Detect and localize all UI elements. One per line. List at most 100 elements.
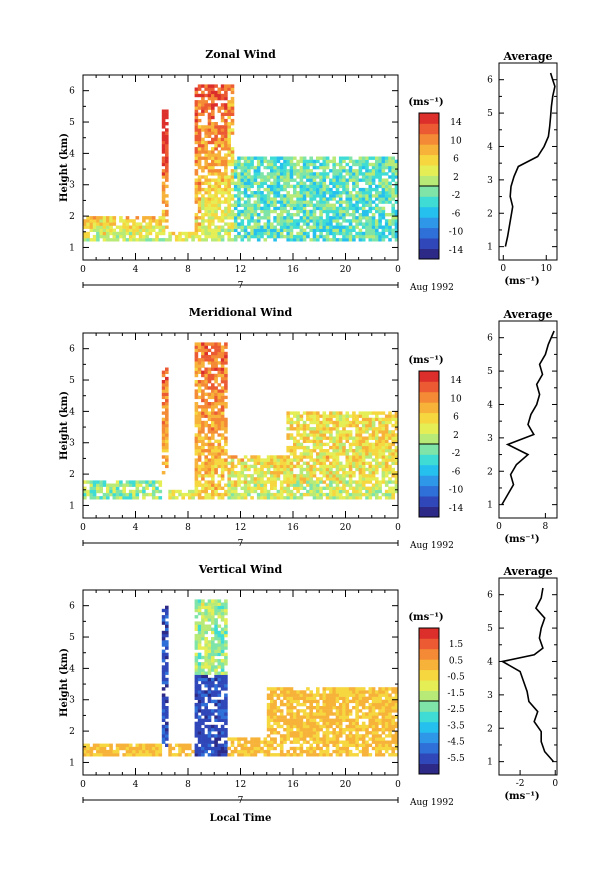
heatmap-cell xyxy=(335,191,340,195)
heatmap-cell xyxy=(217,709,222,713)
heatmap-cell xyxy=(348,449,353,453)
heatmap-cell xyxy=(211,659,215,663)
heatmap-cell xyxy=(335,718,340,722)
heatmap-cell xyxy=(306,706,310,710)
heatmap-cell xyxy=(99,749,103,754)
heatmap-cell xyxy=(214,633,218,638)
heatmap-cell xyxy=(214,665,218,669)
heatmap-cell xyxy=(345,430,350,434)
heatmap-cell xyxy=(394,417,399,422)
heatmap-cell xyxy=(286,699,290,704)
heatmap-cell xyxy=(224,749,228,754)
heatmap-cell xyxy=(299,471,304,475)
heatmap-cell xyxy=(352,740,356,744)
heatmap-cell xyxy=(332,740,336,744)
heatmap-cell xyxy=(197,693,202,697)
heatmap-cell xyxy=(145,743,149,747)
heatmap-cell xyxy=(220,373,225,378)
heatmap-cell xyxy=(197,112,202,116)
heatmap-cell xyxy=(211,637,215,641)
heatmap-cell xyxy=(279,693,284,697)
heatmap-cell xyxy=(181,746,185,751)
heatmap-cell xyxy=(335,439,340,443)
heatmap-cell xyxy=(266,715,271,719)
heatmap-cell xyxy=(197,225,202,229)
heatmap-cell xyxy=(375,184,379,189)
heatmap-cell xyxy=(299,159,304,164)
heatmap-cell xyxy=(388,489,392,494)
heatmap-cell xyxy=(194,354,199,359)
heatmap-cell xyxy=(352,417,356,422)
heatmap-cell xyxy=(224,483,228,487)
heatmap-cell xyxy=(329,687,333,691)
heatmap-cell xyxy=(266,740,271,744)
heatmap-cell xyxy=(309,458,313,462)
heatmap-cell xyxy=(319,231,323,236)
heatmap-cell xyxy=(319,477,323,481)
heatmap-cell xyxy=(194,677,199,682)
heatmap-cell xyxy=(214,492,218,497)
heatmap-cell xyxy=(289,690,294,694)
heatmap-cell xyxy=(256,740,261,744)
heatmap-cell xyxy=(227,222,231,226)
heatmap-cell xyxy=(220,436,225,440)
heatmap-cell xyxy=(342,743,346,747)
heatmap-cell xyxy=(102,219,107,223)
heatmap-cell xyxy=(207,430,212,434)
heatmap-cell xyxy=(214,677,218,682)
heatmap-cell xyxy=(270,474,274,478)
heatmap-cell xyxy=(211,630,215,635)
heatmap-cell xyxy=(279,231,284,236)
heatmap-cell xyxy=(165,109,169,113)
heatmap-cell xyxy=(329,690,333,694)
heatmap-cell xyxy=(338,693,343,697)
heatmap-cell xyxy=(201,674,205,679)
profile-y-tick-label: 5 xyxy=(487,367,493,377)
heatmap-cell xyxy=(325,414,330,418)
heatmap-cell xyxy=(266,225,271,229)
heatmap-cell xyxy=(322,461,327,465)
heatmap-cell xyxy=(293,191,297,195)
heatmap-cell xyxy=(378,216,382,220)
heatmap-cell xyxy=(230,225,235,229)
heatmap-cell xyxy=(266,231,271,236)
heatmap-cell xyxy=(165,420,169,425)
heatmap-cell xyxy=(201,637,205,641)
heatmap-cell xyxy=(243,191,248,195)
heatmap-cell xyxy=(329,203,333,207)
heatmap-cell xyxy=(355,740,359,744)
heatmap-cell xyxy=(296,715,300,719)
heatmap-cell xyxy=(207,474,212,478)
heatmap-cell xyxy=(342,731,346,735)
heatmap-cell xyxy=(319,423,323,428)
heatmap-cell xyxy=(296,231,300,236)
heatmap-cell xyxy=(329,427,333,431)
heatmap-cell xyxy=(220,395,225,400)
heatmap-cell xyxy=(348,433,353,437)
heatmap-cell xyxy=(299,467,304,472)
heatmap-cell xyxy=(283,461,287,465)
heatmap-cell xyxy=(220,743,225,747)
heatmap-cell xyxy=(204,749,208,754)
heatmap-cell xyxy=(361,414,366,418)
heatmap-cell xyxy=(368,496,373,500)
heatmap-cell xyxy=(365,165,369,170)
heatmap-cell xyxy=(375,464,379,469)
heatmap-cell xyxy=(220,118,225,123)
y-tick-label: 2 xyxy=(69,470,75,480)
heatmap-cell xyxy=(86,749,90,754)
heatmap-cell xyxy=(293,439,297,443)
heatmap-cell xyxy=(214,455,218,459)
heatmap-cell xyxy=(329,178,333,182)
heatmap-cell xyxy=(211,693,215,697)
heatmap-cell xyxy=(194,103,199,107)
heatmap-cell xyxy=(227,228,231,232)
heatmap-cell xyxy=(135,496,140,500)
heatmap-cell xyxy=(322,480,327,484)
heatmap-cell xyxy=(194,134,199,138)
heatmap-cell xyxy=(270,455,274,459)
heatmap-cell xyxy=(233,483,238,487)
heatmap-cell xyxy=(132,496,136,500)
heatmap-cell xyxy=(214,458,218,462)
heatmap-cell xyxy=(92,234,97,239)
